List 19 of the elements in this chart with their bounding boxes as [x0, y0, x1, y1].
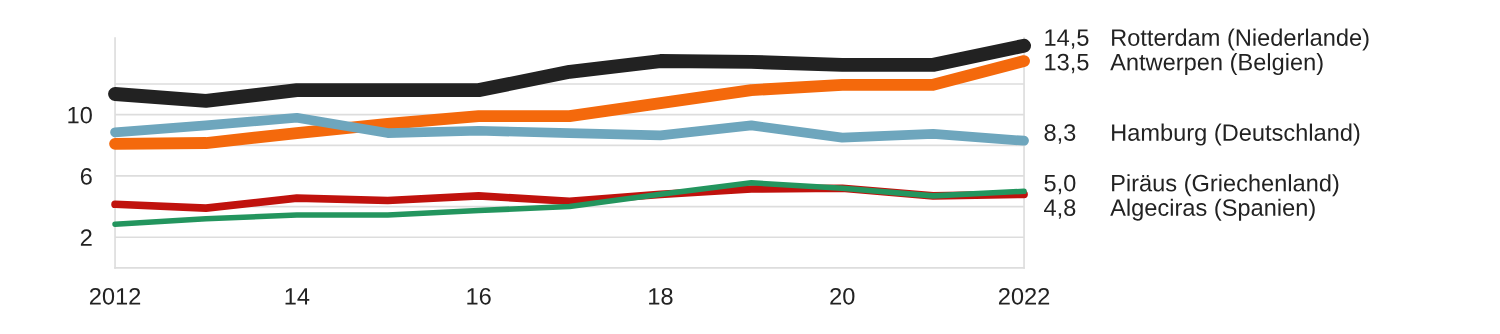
y-tick-label: 6: [80, 168, 92, 185]
data-label: 8,3: [1044, 124, 1076, 144]
data-label: 4,8: [1044, 199, 1076, 219]
x-tick-label: 18: [649, 287, 673, 305]
y-tick-label: 10: [68, 106, 92, 124]
data-label: 13,5: [1045, 53, 1089, 74]
text: Rotterdam (Niederlande): [1112, 28, 1369, 51]
x-tick-label: 2022: [998, 287, 1050, 305]
x-tick-label: 20: [830, 287, 855, 305]
x-tick-label: 16: [467, 287, 491, 305]
text: Hamburg (Deutschland): [1112, 123, 1360, 146]
text: Algeciras (Spanien): [1110, 198, 1315, 221]
data-label: 14,5: [1045, 29, 1089, 49]
y-tick-label: 2: [80, 229, 92, 246]
text: Piräus (Griechenland): [1112, 174, 1339, 197]
data-label: 5,0: [1044, 174, 1076, 195]
x-tick-label: 2012: [89, 287, 141, 305]
x-tick-label: 14: [285, 288, 310, 305]
text: Antwerpen (Belgien): [1110, 53, 1323, 76]
